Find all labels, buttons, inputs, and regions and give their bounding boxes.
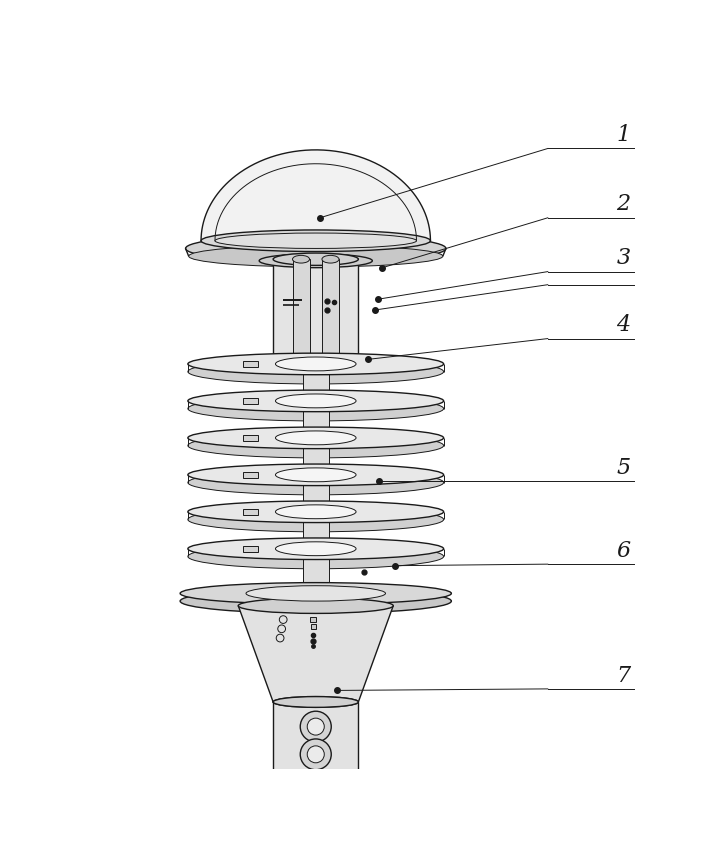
Text: 7: 7 (617, 664, 630, 687)
Ellipse shape (188, 501, 443, 523)
Ellipse shape (238, 598, 393, 613)
Bar (243, 361, 258, 367)
Ellipse shape (189, 245, 443, 267)
Ellipse shape (186, 235, 446, 263)
Ellipse shape (188, 397, 443, 421)
Bar (273, 259, 358, 367)
Ellipse shape (180, 582, 451, 604)
Text: 6: 6 (617, 540, 630, 562)
Ellipse shape (275, 505, 356, 518)
Circle shape (213, 801, 221, 809)
Circle shape (312, 797, 320, 805)
Text: 2: 2 (617, 194, 630, 215)
Ellipse shape (168, 791, 463, 816)
Ellipse shape (188, 391, 443, 411)
Polygon shape (238, 606, 393, 702)
Circle shape (411, 801, 419, 809)
Bar (243, 397, 258, 404)
Circle shape (300, 739, 331, 770)
Ellipse shape (246, 586, 386, 601)
Bar (273, 702, 358, 786)
Ellipse shape (188, 507, 443, 532)
Bar (303, 358, 329, 594)
Bar (322, 259, 339, 367)
Bar (243, 509, 258, 515)
Ellipse shape (201, 230, 430, 251)
Bar (311, 624, 316, 629)
Ellipse shape (188, 359, 443, 384)
Ellipse shape (168, 797, 463, 822)
Ellipse shape (188, 464, 443, 486)
Ellipse shape (188, 353, 443, 375)
Ellipse shape (273, 253, 358, 265)
Ellipse shape (322, 256, 339, 263)
Ellipse shape (231, 796, 401, 811)
Ellipse shape (259, 254, 372, 268)
Text: 4: 4 (617, 314, 630, 336)
Ellipse shape (188, 544, 443, 569)
Bar (309, 617, 316, 622)
Text: 3: 3 (617, 247, 630, 270)
Ellipse shape (215, 233, 416, 249)
Bar (243, 472, 258, 478)
Ellipse shape (269, 360, 363, 374)
Bar (243, 546, 258, 552)
Text: 1: 1 (617, 124, 630, 146)
Ellipse shape (188, 433, 443, 458)
Ellipse shape (275, 431, 356, 445)
Ellipse shape (275, 394, 356, 408)
Ellipse shape (188, 538, 443, 560)
Ellipse shape (275, 468, 356, 482)
Circle shape (300, 711, 331, 742)
Ellipse shape (293, 256, 309, 263)
Polygon shape (201, 149, 430, 241)
Bar (293, 259, 309, 367)
Circle shape (307, 718, 324, 735)
Ellipse shape (273, 696, 358, 708)
Circle shape (307, 746, 324, 763)
Ellipse shape (188, 470, 443, 495)
Bar (243, 435, 258, 441)
Ellipse shape (188, 427, 443, 448)
Text: 5: 5 (617, 457, 630, 479)
Ellipse shape (275, 357, 356, 371)
Ellipse shape (273, 781, 358, 792)
Ellipse shape (259, 359, 372, 372)
Ellipse shape (273, 696, 358, 708)
Ellipse shape (180, 588, 451, 613)
Ellipse shape (275, 542, 356, 556)
